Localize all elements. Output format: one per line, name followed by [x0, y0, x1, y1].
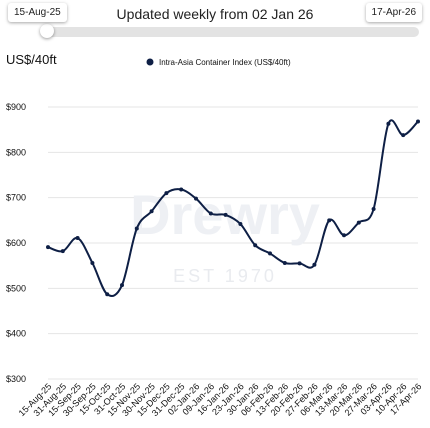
data-point[interactable] — [312, 262, 317, 267]
y-tick-label: $900 — [6, 102, 26, 112]
data-point[interactable] — [179, 187, 184, 192]
chart-area: Drewry EST 1970 US$/40ft Intra-Asia Cont… — [6, 52, 424, 418]
y-tick-label: $800 — [6, 147, 26, 157]
y-tick-label: $400 — [6, 329, 26, 339]
start-date-label: 15-Aug-25 — [8, 3, 67, 22]
legend[interactable]: Intra-Asia Container Index (US$/40ft) — [146, 58, 291, 67]
legend-marker — [146, 58, 154, 66]
data-point[interactable] — [386, 121, 391, 126]
y-tick-label: $600 — [6, 238, 26, 248]
data-point[interactable] — [194, 196, 198, 201]
data-point[interactable] — [342, 233, 346, 238]
y-axis-unit-label: US$/40ft — [6, 52, 57, 67]
date-range-slider-handle[interactable] — [40, 24, 54, 38]
date-range-slider-track[interactable] — [46, 27, 419, 37]
data-point[interactable] — [401, 133, 406, 138]
data-point[interactable] — [208, 211, 213, 216]
y-tick-label: $300 — [6, 374, 26, 384]
gridlines — [48, 106, 418, 380]
date-range-bar: 15-Aug-25 Updated weekly from 02 Jan 26 … — [0, 0, 430, 44]
data-point[interactable] — [297, 261, 302, 266]
y-axis: $300 $400 $500 $600 $700 $800 $900 — [6, 102, 26, 384]
data-point[interactable] — [46, 245, 50, 250]
data-point[interactable] — [268, 251, 272, 256]
end-date-label: 17-Apr-26 — [365, 3, 422, 22]
data-point[interactable] — [120, 283, 124, 288]
data-point[interactable] — [75, 236, 80, 241]
x-axis: 15-Aug-2531-Aug-2515-Sep-2530-Sep-2515-O… — [17, 381, 424, 418]
data-point[interactable] — [356, 220, 361, 225]
data-point[interactable] — [253, 243, 258, 248]
data-point[interactable] — [105, 292, 110, 297]
updated-text: Updated weekly from 02 Jan 26 — [116, 6, 314, 22]
data-point[interactable] — [223, 212, 228, 217]
watermark: Drewry EST 1970 — [130, 183, 320, 286]
series-points[interactable] — [46, 119, 420, 297]
data-point[interactable] — [90, 260, 95, 265]
data-point[interactable] — [416, 119, 420, 124]
data-point[interactable] — [238, 221, 243, 226]
y-tick-label: $700 — [6, 193, 26, 203]
data-point[interactable] — [282, 260, 287, 265]
data-point[interactable] — [60, 249, 65, 254]
data-point[interactable] — [164, 191, 169, 196]
data-point[interactable] — [371, 207, 376, 211]
data-point[interactable] — [327, 218, 332, 223]
data-point[interactable] — [149, 209, 154, 214]
watermark-tagline: EST 1970 — [173, 266, 277, 286]
data-point[interactable] — [134, 226, 139, 231]
y-tick-label: $500 — [6, 283, 26, 293]
legend-label: Intra-Asia Container Index (US$/40ft) — [159, 58, 291, 67]
